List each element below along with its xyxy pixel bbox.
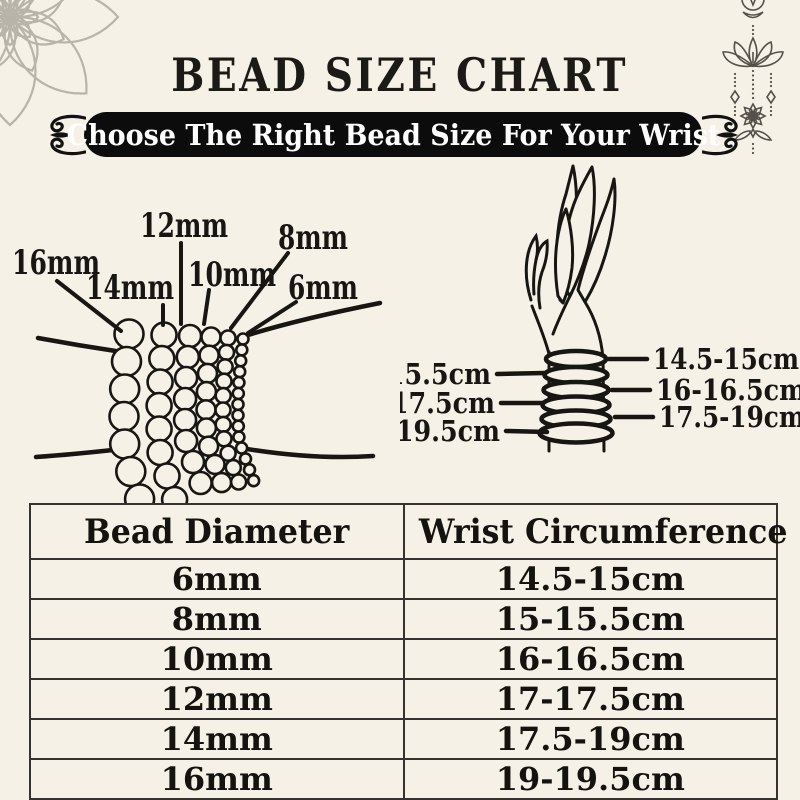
wrist-line-top-left bbox=[35, 335, 125, 355]
header-bead-diameter: Bead Diameter bbox=[29, 503, 405, 560]
size-table: Bead Diameter Wrist Circumference 6mm 14… bbox=[29, 503, 787, 800]
bead-size-label-14mm: 14mm bbox=[86, 268, 174, 308]
table-row: 8mm 15-15.5cm bbox=[29, 598, 778, 640]
header-wrist-circumference: Wrist Circumference bbox=[402, 503, 787, 560]
subtitle-banner: Choose The Right Bead Size For Your Wris… bbox=[66, 112, 720, 157]
table-row: 14mm 17.5-19cm bbox=[29, 718, 778, 760]
size-table-header-row: Bead Diameter Wrist Circumference bbox=[29, 503, 787, 560]
bead-size-label-8mm: 8mm bbox=[278, 218, 348, 258]
cell-wrist-circumference: 17.5-19cm bbox=[402, 718, 778, 760]
bead-size-label-16mm: 16mm bbox=[12, 243, 100, 283]
cell-bead-diameter: 6mm bbox=[29, 558, 405, 600]
cell-bead-diameter: 12mm bbox=[29, 678, 405, 720]
cell-bead-diameter: 14mm bbox=[29, 718, 405, 760]
wrist-size-label-15-15-5: 15-15.5cm bbox=[400, 357, 491, 391]
table-row: 6mm 14.5-15cm bbox=[29, 558, 778, 600]
bracelet-stack bbox=[537, 348, 615, 445]
page-title: BEAD SIZE CHART bbox=[0, 48, 800, 102]
wrist-line-bottom-right bbox=[244, 446, 376, 460]
filigree-bracket-left-icon bbox=[50, 114, 86, 156]
leader-6mm bbox=[246, 300, 298, 335]
cell-bead-diameter: 8mm bbox=[29, 598, 405, 640]
mandala-center bbox=[0, 7, 20, 27]
cell-bead-diameter: 10mm bbox=[29, 638, 405, 680]
leader-left-1 bbox=[494, 370, 547, 377]
leader-16mm bbox=[55, 279, 123, 333]
leader-10mm bbox=[202, 288, 211, 326]
cell-wrist-circumference: 15-15.5cm bbox=[402, 598, 778, 640]
mandala-flower-icon bbox=[0, 0, 120, 127]
wrist-size-label-17-17-5: 17-17.5cm bbox=[400, 386, 495, 420]
wrist-line-bottom-left bbox=[33, 446, 125, 460]
wrist-size-label-19-19-5: 19-19.5cm bbox=[400, 414, 500, 448]
table-row: 16mm 19-19.5cm bbox=[29, 758, 778, 800]
subtitle-text: Choose The Right Bead Size For Your Wris… bbox=[66, 117, 720, 152]
wrist-size-diagram: 14.5-15cm 16-16.5cm 17.5-19cm 15-15.5cm … bbox=[400, 164, 800, 453]
leader-8mm bbox=[229, 251, 290, 330]
cell-wrist-circumference: 17-17.5cm bbox=[402, 678, 778, 720]
cell-wrist-circumference: 19-19.5cm bbox=[402, 758, 778, 800]
bead-size-label-10mm: 10mm bbox=[188, 255, 276, 295]
wrist-size-label-16-16-5: 16-16.5cm bbox=[656, 373, 800, 407]
table-row: 12mm 17-17.5cm bbox=[29, 678, 778, 720]
wrist-line-top-right bbox=[245, 300, 383, 338]
filigree-bracket-right-icon bbox=[702, 114, 738, 156]
page-title-text: BEAD SIZE CHART bbox=[171, 48, 629, 102]
lotus-flower bbox=[722, 36, 784, 68]
lotus-hanging-ornament-icon bbox=[722, 0, 784, 155]
wrist-size-label-17-5-19: 17.5-19cm bbox=[659, 400, 800, 434]
bead-strands bbox=[108, 318, 261, 515]
bead-size-diagram: 16mm 14mm 12mm 10mm 8mm 6mm bbox=[12, 206, 383, 515]
hand-illustration bbox=[524, 164, 617, 453]
cell-wrist-circumference: 14.5-15cm bbox=[402, 558, 778, 600]
bead-size-label-12mm: 12mm bbox=[140, 206, 228, 246]
ornament-dots bbox=[733, 24, 773, 155]
leader-left-3 bbox=[503, 428, 550, 435]
table-row: 10mm 16-16.5cm bbox=[29, 638, 778, 680]
wrist-size-label-14-5-15: 14.5-15cm bbox=[653, 342, 799, 376]
cell-bead-diameter: 16mm bbox=[29, 758, 405, 800]
cell-wrist-circumference: 16-16.5cm bbox=[402, 638, 778, 680]
bead-size-label-6mm: 6mm bbox=[288, 268, 358, 308]
